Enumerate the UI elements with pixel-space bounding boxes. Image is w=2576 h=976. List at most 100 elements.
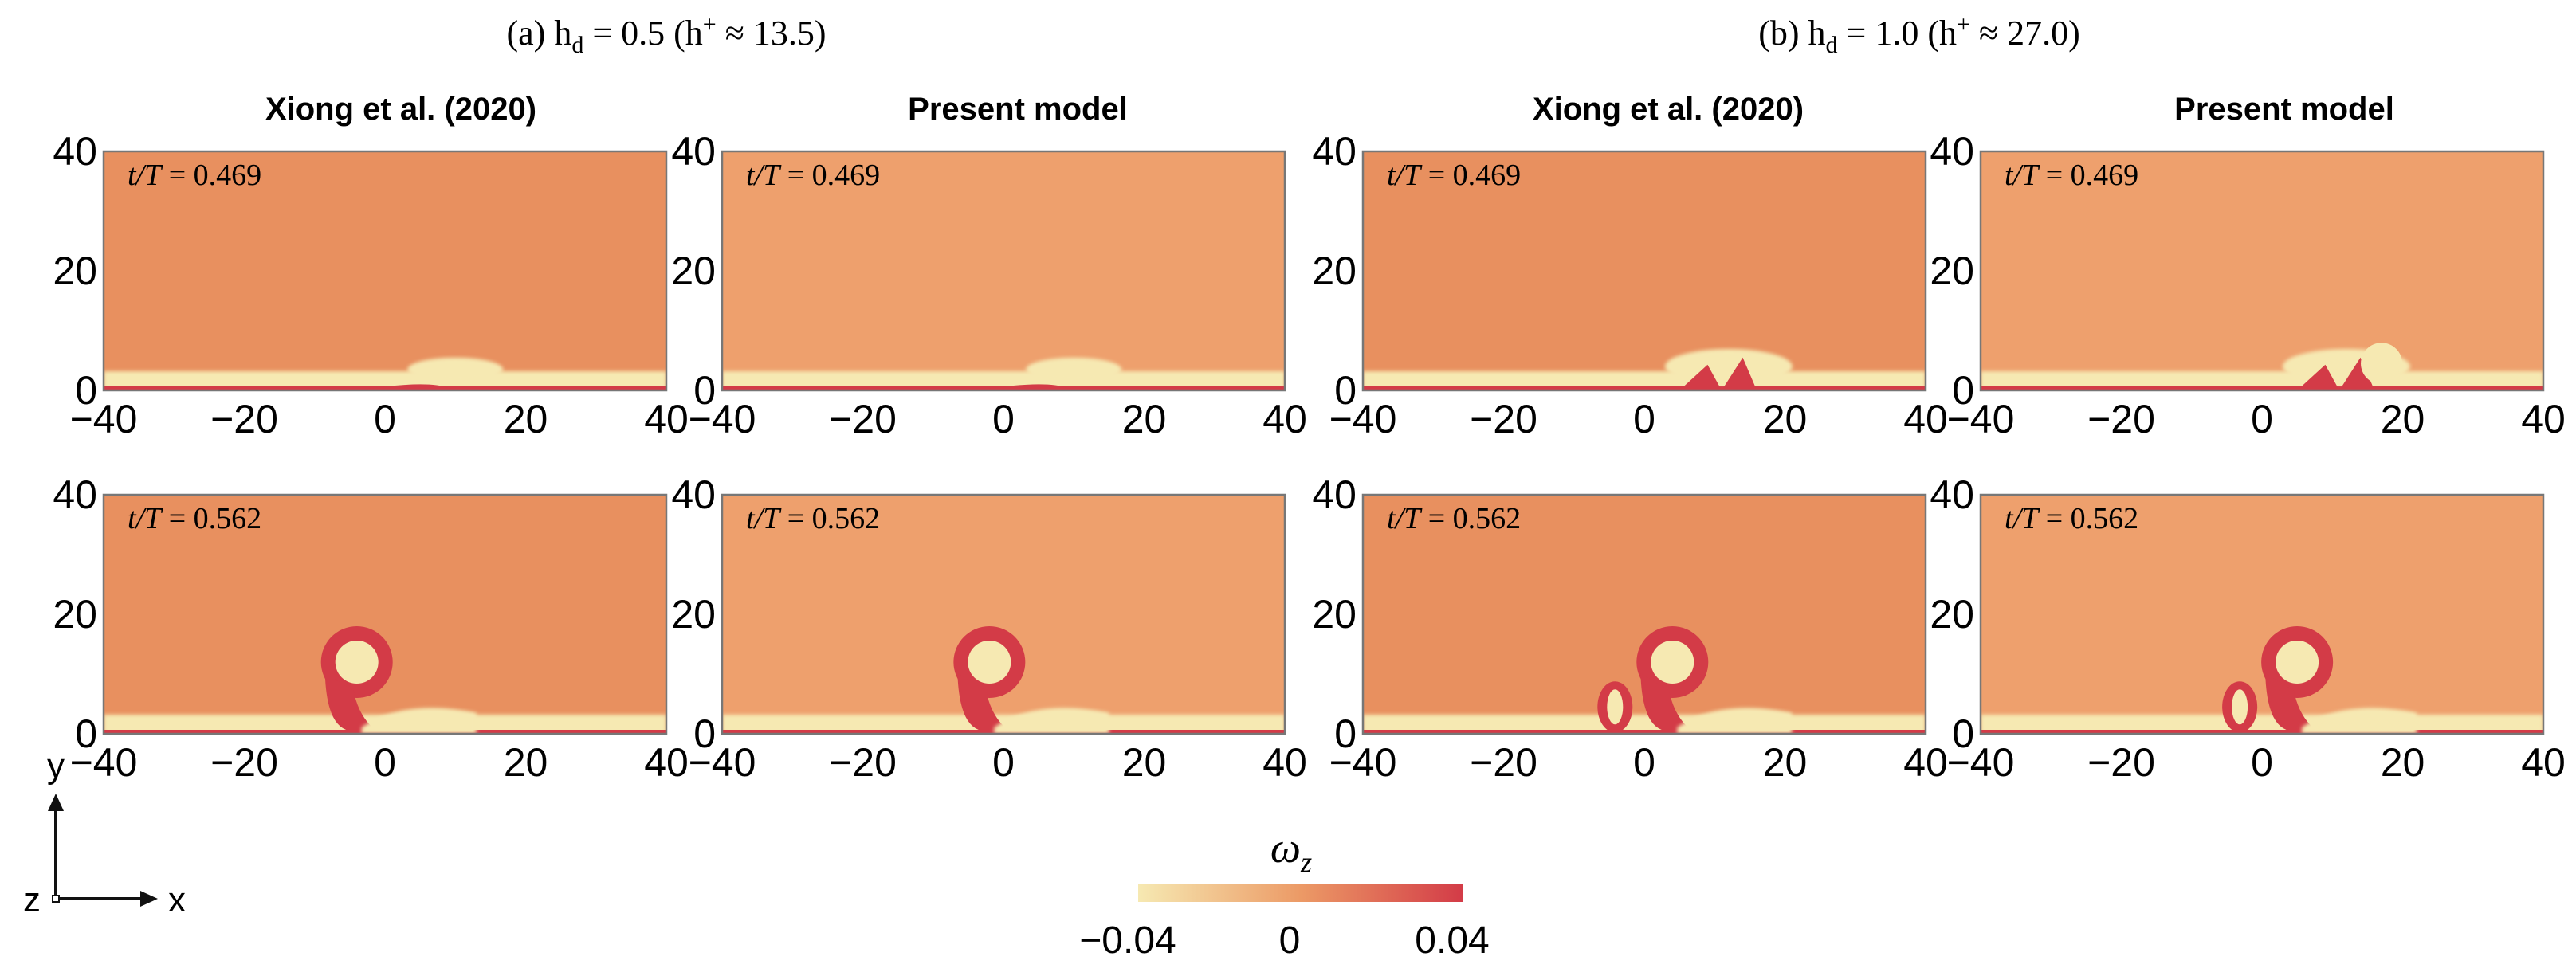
colorbar-tick-max: 0.04 <box>1415 919 1489 962</box>
panel-2-4-frame <box>1979 493 2545 735</box>
y-tick-label: 20 <box>1930 249 1974 293</box>
x-tick-label: −40 <box>1947 397 2015 441</box>
wall-layer <box>1363 386 1926 390</box>
bulge <box>1664 349 1793 384</box>
cream-streak <box>2302 708 2417 734</box>
x-tick-label: 40 <box>1262 397 1307 441</box>
x-tick-label: 20 <box>504 740 548 785</box>
x-tick-label: 0 <box>992 740 1015 785</box>
y-tick-label: 0 <box>75 711 97 756</box>
colorbar-gradient <box>1138 884 1463 902</box>
y-tick-label: 40 <box>1312 472 1357 517</box>
axis-indicator: y x z <box>23 747 186 919</box>
x-tick-label: 0 <box>1633 740 1655 785</box>
y-tick-label: 40 <box>1312 129 1357 174</box>
colorbar-tick-min: −0.04 <box>1079 919 1176 962</box>
x-tick-label: 40 <box>1262 740 1307 785</box>
y-tick-label: 0 <box>693 711 716 756</box>
y-tick-label: 0 <box>1334 711 1357 756</box>
panel-1-2-vorticity <box>722 357 1285 390</box>
panel-1-4-time-label: t/T = 0.469 <box>2005 159 2138 192</box>
panel-2-2-vorticity <box>722 626 1285 734</box>
x-tick-label: −40 <box>1329 397 1397 441</box>
x-axis-label: x <box>168 880 186 919</box>
panel-1-4-vorticity <box>1981 343 2543 390</box>
x-tick-label: −40 <box>1947 740 2015 785</box>
x-tick-label: −20 <box>210 397 278 441</box>
x-tick-label: −20 <box>2087 397 2155 441</box>
x-tick-label: 0 <box>992 397 1015 441</box>
y-tick-label: 20 <box>53 249 97 293</box>
x-tick-label: 20 <box>2381 740 2425 785</box>
x-tick-label: 20 <box>1763 740 1808 785</box>
vortex-tail <box>2265 673 2317 731</box>
vortex-core <box>2276 641 2319 684</box>
red-streak <box>356 384 463 390</box>
cream-streak <box>1677 708 1793 734</box>
x-tick-label: −40 <box>689 740 756 785</box>
vortex-core <box>335 641 379 684</box>
y-tick-label: 20 <box>671 592 716 637</box>
wall-layer <box>1981 386 2543 390</box>
panel-1-4-field <box>1981 151 2543 390</box>
panel-2-4-field <box>1981 495 2543 734</box>
column-title-2: Present model <box>908 92 1128 127</box>
panel-1-2-time-label: t/T = 0.469 <box>746 159 880 192</box>
column-title-4: Present model <box>2174 92 2394 127</box>
column-title-3: Xiong et al. (2020) <box>1533 92 1804 127</box>
x-tick-label: 40 <box>2521 740 2566 785</box>
panel-2-4-time-label: t/T = 0.562 <box>2005 502 2138 535</box>
x-tick-label: 40 <box>1903 397 1948 441</box>
x-tick-label: 0 <box>2251 397 2273 441</box>
vortex-tail <box>324 673 376 731</box>
secondary-core <box>2232 689 2248 725</box>
panel-1-1-time-label: t/T = 0.469 <box>128 159 261 192</box>
panel-1-4-frame <box>1979 150 2545 392</box>
panel-2-3-vorticity <box>1363 626 1926 734</box>
cream-streak <box>994 708 1109 734</box>
y-tick-label: 20 <box>1930 592 1974 637</box>
red-spike <box>2339 357 2375 390</box>
x-tick-label: −20 <box>829 397 897 441</box>
panel-1-1-field <box>104 151 666 390</box>
y-tick-label: 0 <box>75 368 97 413</box>
y-tick-label: 40 <box>1930 129 1974 174</box>
panel-1-2-frame <box>721 150 1286 392</box>
x-tick-label: 20 <box>504 397 548 441</box>
x-tick-label: −20 <box>1470 740 1537 785</box>
x-tick-label: −40 <box>70 740 138 785</box>
panel-1-2-field <box>722 151 1285 390</box>
x-tick-label: 0 <box>1633 397 1655 441</box>
vortex-tail <box>1640 673 1692 731</box>
wall-layer <box>1363 730 1926 734</box>
panel-2-1-frame <box>102 493 668 735</box>
x-tick-label: −40 <box>1329 740 1397 785</box>
vortex-core <box>968 641 1011 684</box>
group-a-header: (a) hd = 0.5 (h+ ≈ 13.5) <box>506 11 826 58</box>
colorbar-label: ωz <box>1270 824 1312 878</box>
panel-1-1-vorticity <box>104 357 666 390</box>
panel-1-3-field <box>1363 151 1926 390</box>
panel-2-4-vorticity <box>1981 626 2543 734</box>
x-tick-label: 20 <box>1763 397 1808 441</box>
panel-2-1-field <box>104 495 666 734</box>
y-tick-label: 20 <box>1312 249 1357 293</box>
panel-1-1-frame <box>102 150 668 392</box>
panel-2-1-vorticity <box>104 626 666 734</box>
bulge <box>1026 357 1122 382</box>
y-tick-label: 20 <box>1312 592 1357 637</box>
column-title-1: Xiong et al. (2020) <box>265 92 536 127</box>
x-tick-label: 40 <box>1903 740 1948 785</box>
colorbar-tick-zero: 0 <box>1279 919 1301 962</box>
x-tick-label: 20 <box>2381 397 2425 441</box>
x-tick-label: −20 <box>829 740 897 785</box>
panel-1-3-frame <box>1361 150 1927 392</box>
y-axis-label: y <box>47 747 65 786</box>
x-tick-label: −40 <box>689 397 756 441</box>
y-tick-label: 20 <box>671 249 716 293</box>
x-tick-label: −40 <box>70 397 138 441</box>
x-tick-label: 40 <box>644 740 689 785</box>
y-tick-label: 40 <box>671 129 716 174</box>
group-b-header: (b) hd = 1.0 (h+ ≈ 27.0) <box>1758 11 2080 58</box>
